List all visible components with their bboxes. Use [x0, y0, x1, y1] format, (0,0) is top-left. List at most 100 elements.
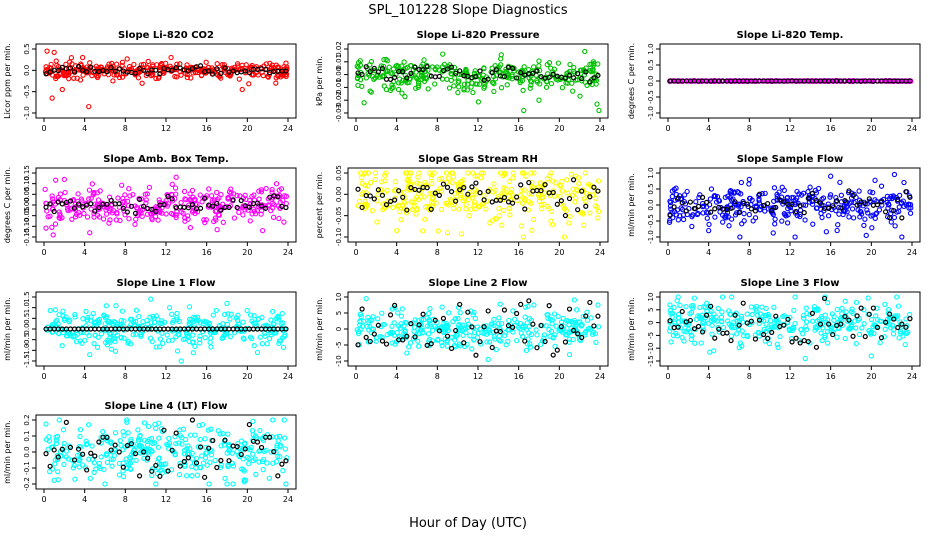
x-tick-label: 20: [554, 248, 564, 257]
data-point: [667, 302, 673, 308]
data-point: [61, 461, 67, 468]
data-point: [526, 323, 532, 330]
mean-point: [679, 308, 685, 315]
data-point: [135, 427, 141, 433]
data-point: [780, 313, 786, 320]
mean-point: [728, 337, 734, 344]
mean-point: [562, 212, 569, 219]
mean-point: [88, 201, 94, 207]
data-point: [464, 87, 471, 93]
x-tick-label: 4: [82, 372, 87, 381]
mean-point: [444, 184, 451, 190]
mean-point: [817, 200, 824, 206]
mean-point: [789, 339, 795, 345]
data-point: [475, 72, 482, 79]
data-point: [276, 338, 283, 344]
data-point: [360, 318, 367, 324]
mean-point: [153, 208, 159, 214]
data-point: [207, 330, 214, 336]
mean-point: [583, 69, 589, 75]
data-point: [697, 304, 703, 310]
mean-point: [43, 204, 49, 210]
data-point: [487, 220, 493, 226]
data-point: [358, 170, 364, 176]
data-point: [500, 207, 507, 214]
data-point: [389, 306, 396, 312]
y-tick-label: -0.10: [23, 217, 31, 235]
data-point: [528, 331, 535, 338]
data-point: [687, 311, 693, 317]
data-point: [816, 185, 822, 192]
data-point: [414, 180, 420, 186]
mean-point: [846, 188, 852, 194]
y-tick-label: 0.0: [647, 75, 655, 86]
data-point: [205, 64, 211, 71]
x-tick-label: 16: [202, 124, 212, 133]
data-point: [446, 85, 453, 91]
data-point: [156, 197, 162, 203]
data-point: [368, 58, 375, 65]
data-point: [578, 67, 585, 73]
data-point: [669, 193, 676, 200]
mean-point: [275, 473, 281, 479]
data-point: [71, 75, 77, 81]
data-point: [728, 333, 735, 339]
data-point: [891, 171, 898, 178]
mean-point: [538, 188, 544, 194]
mean-point: [461, 340, 467, 346]
data-point: [416, 343, 422, 349]
data-point: [520, 87, 526, 94]
mean-point: [501, 194, 508, 201]
data-point: [174, 348, 181, 354]
data-point: [45, 214, 51, 220]
data-point: [398, 217, 404, 223]
data-point: [259, 69, 265, 75]
data-point: [813, 307, 820, 314]
x-tick-label: 16: [826, 124, 836, 133]
mean-point: [230, 197, 236, 203]
data-point: [83, 308, 89, 315]
data-point: [83, 323, 89, 329]
mean-point: [108, 64, 114, 71]
mean-point: [363, 64, 369, 70]
mean-point: [793, 208, 799, 215]
data-point: [279, 335, 286, 341]
data-point: [363, 295, 369, 302]
data-point: [230, 481, 236, 487]
data-point: [118, 442, 124, 448]
y-tick-label: -0.5: [23, 85, 31, 99]
data-point: [159, 340, 166, 346]
mean-point: [375, 69, 381, 75]
data-point: [719, 212, 726, 218]
data-point: [519, 170, 526, 176]
data-point: [199, 72, 205, 78]
data-point: [367, 88, 373, 94]
data-point: [440, 51, 446, 57]
data-point: [135, 438, 141, 444]
data-point: [390, 66, 397, 72]
mean-point: [193, 460, 200, 466]
data-point: [485, 356, 491, 363]
data-point: [586, 191, 593, 198]
data-point: [155, 444, 162, 450]
mean-point: [801, 210, 807, 216]
mean-point: [444, 333, 451, 339]
mean-point: [534, 345, 540, 351]
data-point: [98, 434, 104, 440]
mean-point: [769, 329, 775, 336]
data-point: [897, 328, 904, 335]
mean-point: [501, 307, 508, 313]
data-point: [468, 84, 474, 90]
mean-point: [453, 70, 459, 76]
mean-point: [461, 185, 467, 191]
data-point: [529, 183, 535, 189]
data-point: [104, 459, 111, 466]
data-point: [809, 318, 816, 324]
mean-point: [554, 347, 560, 353]
data-point: [543, 84, 550, 90]
mean-point: [448, 345, 455, 352]
mean-point: [554, 201, 560, 207]
mean-point: [765, 200, 771, 207]
mean-point: [587, 79, 593, 85]
mean-point: [773, 204, 779, 211]
